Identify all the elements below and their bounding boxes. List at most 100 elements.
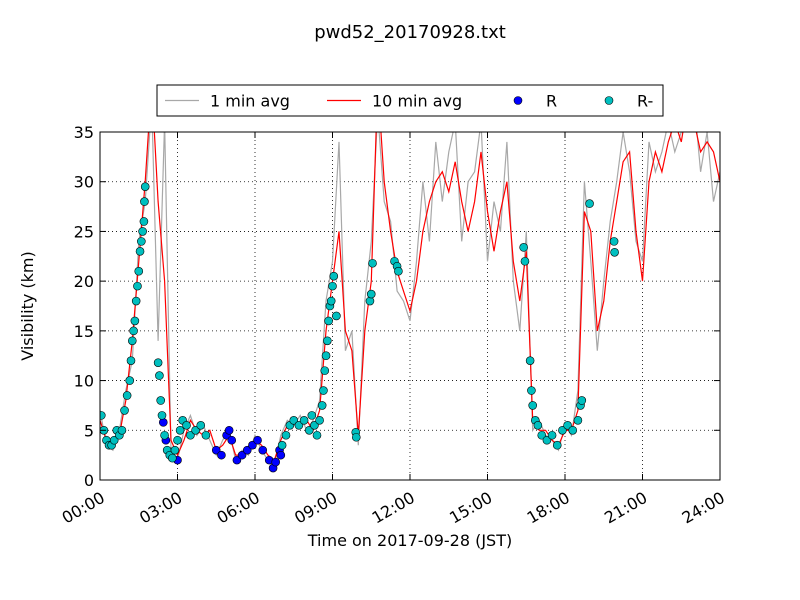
- data-point: [332, 311, 341, 321]
- y-tick-label: 20: [74, 272, 94, 291]
- data-point: [122, 391, 132, 400]
- data-point: [158, 418, 168, 427]
- data-point: [366, 289, 376, 299]
- data-point: [299, 416, 309, 425]
- data-point: [323, 336, 332, 346]
- data-point: [140, 182, 150, 191]
- data-point: [153, 358, 163, 367]
- data-point: [138, 227, 147, 236]
- x-axis-label: Time on 2017-09-28 (JST): [307, 531, 512, 550]
- x-tick-label: 18:00: [524, 488, 573, 528]
- x-tick-label: 00:00: [59, 488, 108, 528]
- data-point: [326, 296, 336, 306]
- data-point: [160, 430, 169, 440]
- data-point: [294, 421, 304, 430]
- data-point: [289, 416, 299, 425]
- data-point: [109, 435, 119, 445]
- y-tick-label: 35: [74, 123, 94, 142]
- data-point: [552, 440, 562, 450]
- data-point: [315, 416, 324, 425]
- legend: 1 min avg 10 min avg R R-: [156, 84, 664, 117]
- data-point: [519, 243, 528, 252]
- data-point: [610, 248, 619, 257]
- data-point: [304, 425, 314, 435]
- legend-marker: [604, 96, 614, 105]
- data-point: [126, 356, 136, 365]
- data-point: [173, 435, 182, 445]
- data-point: [168, 453, 177, 463]
- data-point: [175, 425, 185, 435]
- data-point: [217, 450, 226, 460]
- data-point: [321, 351, 331, 361]
- data-point: [125, 376, 135, 385]
- data-point: [127, 336, 137, 346]
- data-point: [134, 266, 144, 276]
- legend-box: [156, 84, 664, 117]
- legend-label: R: [546, 92, 557, 111]
- data-point: [276, 450, 286, 460]
- data-point: [558, 425, 567, 435]
- data-point: [542, 435, 552, 445]
- data-point: [312, 430, 322, 440]
- legend-marker: [513, 96, 523, 105]
- data-point: [528, 401, 538, 410]
- data-point: [320, 366, 330, 375]
- data-point: [525, 356, 535, 365]
- data-point: [365, 296, 375, 306]
- plot-area: [100, 132, 720, 473]
- legend-label: 1 min avg: [210, 92, 290, 111]
- data-point: [120, 406, 129, 415]
- x-tick-label: 12:00: [369, 488, 418, 528]
- y-tick-label: 15: [74, 322, 94, 341]
- data-point: [563, 421, 572, 430]
- data-point: [211, 445, 221, 455]
- data-point: [157, 411, 167, 420]
- chart-title: pwd52_20170928.txt: [314, 22, 506, 43]
- x-tick-label: 06:00: [214, 488, 263, 528]
- data-point: [224, 425, 234, 435]
- data-point: [307, 411, 317, 420]
- y-tick-label: 30: [74, 173, 94, 192]
- data-point: [568, 425, 578, 435]
- y-axis-label: Visibility (km): [18, 251, 37, 360]
- y-tick-label: 10: [74, 372, 94, 391]
- data-point: [191, 425, 200, 435]
- data-point: [130, 316, 140, 326]
- data-point: [317, 401, 327, 410]
- data-point: [533, 421, 543, 430]
- data-line: [100, 132, 720, 462]
- data-point: [547, 430, 557, 440]
- data-point: [237, 450, 247, 460]
- data-point: [227, 435, 237, 445]
- data-point: [351, 432, 361, 442]
- data-point: [277, 440, 287, 450]
- data-point: [573, 416, 583, 425]
- y-tick-label: 5: [84, 421, 94, 440]
- data-point: [131, 296, 141, 306]
- data-point: [310, 421, 319, 430]
- data-point: [139, 217, 149, 226]
- data-point: [133, 281, 142, 291]
- data-point: [527, 386, 536, 395]
- data-point: [253, 435, 262, 445]
- x-tick-label: 15:00: [446, 488, 495, 528]
- data-point: [520, 256, 530, 266]
- x-tick-label: 21:00: [601, 488, 650, 528]
- data-point: [186, 430, 195, 440]
- data-point: [368, 258, 377, 268]
- legend-label: 10 min avg: [372, 92, 462, 111]
- data-point: [248, 440, 257, 450]
- data-point: [155, 371, 164, 380]
- data-point: [271, 457, 280, 467]
- x-tick-label: 24:00: [679, 488, 728, 528]
- data-point: [170, 445, 180, 455]
- data-point: [394, 266, 403, 276]
- data-point: [140, 197, 149, 206]
- data-point: [537, 430, 547, 440]
- data-point: [328, 281, 337, 291]
- data-point: [577, 396, 587, 405]
- x-tick-label: 03:00: [136, 488, 185, 528]
- y-tick-label: 25: [74, 222, 94, 241]
- data-point: [129, 326, 138, 336]
